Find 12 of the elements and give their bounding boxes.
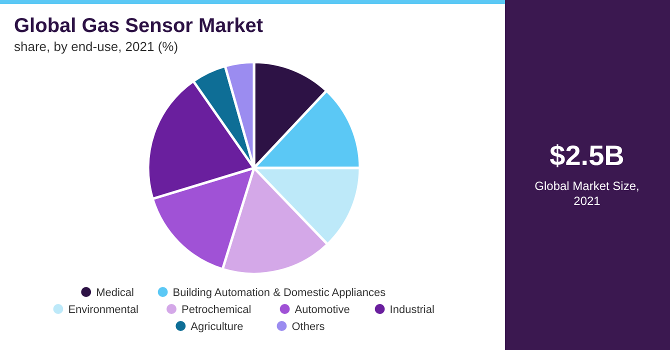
chart-title: Global Gas Sensor Market [14, 15, 264, 37]
chart-subtitle: share, by end-use, 2021 (%) [14, 39, 178, 54]
legend-label: Agriculture [190, 321, 244, 333]
legend-label: Automotive [294, 304, 350, 316]
legend-label: Industrial [390, 304, 434, 316]
legend-label: Environmental [68, 304, 139, 316]
legend-label: Others [292, 321, 326, 333]
legend-label: Medical [96, 287, 134, 299]
text: Global Market Size, 2021 [534, 179, 640, 208]
legend-label: Petrochemical [182, 304, 252, 316]
legend-label: Building Automation & Domestic Appliances [172, 287, 386, 299]
text: $2.5B [550, 140, 624, 171]
